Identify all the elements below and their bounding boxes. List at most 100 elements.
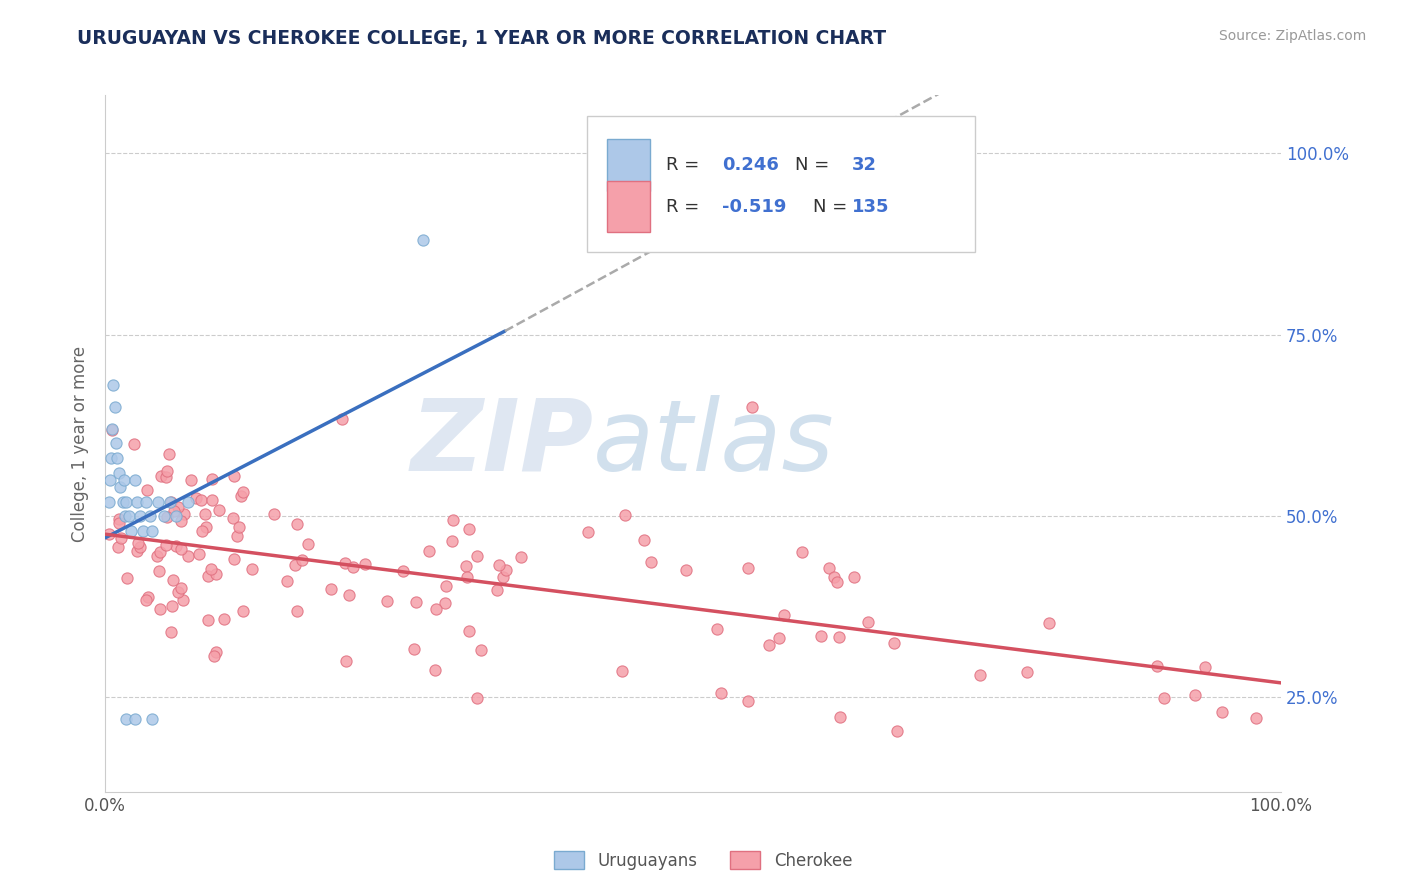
Text: N =: N =: [813, 198, 848, 216]
Point: [377, 594, 399, 608]
Point: [166, 584, 188, 599]
Point: [222, 552, 245, 566]
Point: [335, 556, 357, 570]
Point: [114, 509, 136, 524]
Point: [276, 574, 298, 588]
Point: [441, 513, 464, 527]
Point: [135, 494, 157, 508]
Point: [111, 494, 134, 508]
Point: [737, 560, 759, 574]
Text: URUGUAYAN VS CHEROKEE COLLEGE, 1 YEAR OR MORE CORRELATION CHART: URUGUAYAN VS CHEROKEE COLLEGE, 1 YEAR OR…: [77, 29, 886, 47]
Point: [212, 612, 235, 626]
Point: [148, 564, 170, 578]
Point: [165, 509, 187, 524]
Point: [139, 509, 162, 524]
Point: [112, 473, 135, 487]
Point: [823, 570, 845, 584]
Text: -0.519: -0.519: [723, 198, 787, 216]
Point: [115, 712, 138, 726]
Text: R =: R =: [666, 156, 699, 174]
Point: [150, 468, 173, 483]
Text: N =: N =: [796, 156, 830, 174]
Point: [706, 622, 728, 636]
Point: [125, 544, 148, 558]
Point: [197, 614, 219, 628]
Point: [423, 663, 446, 677]
Point: [222, 469, 245, 483]
Point: [470, 643, 492, 657]
Y-axis label: College, 1 year or more: College, 1 year or more: [72, 345, 89, 541]
Point: [160, 495, 183, 509]
Point: [229, 489, 252, 503]
Point: [166, 500, 188, 514]
Point: [491, 570, 513, 584]
Point: [737, 694, 759, 708]
Point: [354, 557, 377, 571]
Text: 32: 32: [852, 156, 877, 174]
Point: [157, 447, 180, 461]
Point: [335, 654, 357, 668]
Point: [141, 712, 163, 726]
Point: [184, 491, 207, 505]
Point: [285, 516, 308, 531]
Point: [434, 596, 457, 610]
Point: [773, 608, 796, 623]
Point: [495, 563, 517, 577]
Point: [110, 531, 132, 545]
Point: [1146, 659, 1168, 673]
Point: [441, 533, 464, 548]
Point: [100, 450, 122, 465]
Point: [101, 422, 124, 436]
Point: [201, 493, 224, 508]
Point: [135, 593, 157, 607]
Point: [104, 436, 127, 450]
Point: [129, 540, 152, 554]
Point: [1153, 691, 1175, 706]
Point: [162, 574, 184, 588]
Point: [159, 494, 181, 508]
Point: [132, 524, 155, 538]
Point: [160, 599, 183, 613]
Point: [457, 624, 479, 638]
Point: [188, 547, 211, 561]
Point: [856, 615, 879, 629]
Point: [710, 686, 733, 700]
Point: [576, 524, 599, 539]
Point: [124, 473, 146, 487]
Point: [790, 544, 813, 558]
Point: [108, 466, 131, 480]
Text: ZIP: ZIP: [411, 395, 593, 492]
Point: [205, 645, 228, 659]
Point: [828, 630, 851, 644]
Point: [108, 512, 131, 526]
Point: [486, 583, 509, 598]
Point: [768, 631, 790, 645]
Point: [124, 712, 146, 726]
Point: [222, 511, 245, 525]
Point: [176, 549, 198, 563]
FancyBboxPatch shape: [607, 181, 650, 233]
Point: [640, 555, 662, 569]
Point: [1246, 711, 1268, 725]
Point: [197, 569, 219, 583]
Point: [232, 485, 254, 500]
Point: [284, 558, 307, 572]
Point: [120, 524, 142, 538]
Point: [1038, 615, 1060, 630]
Point: [149, 602, 172, 616]
Point: [98, 473, 121, 487]
Legend: Uruguayans, Cherokee: Uruguayans, Cherokee: [547, 845, 859, 877]
Point: [138, 591, 160, 605]
Point: [810, 629, 832, 643]
Point: [208, 503, 231, 517]
Point: [97, 526, 120, 541]
Point: [191, 524, 214, 538]
Point: [402, 642, 425, 657]
Point: [127, 536, 149, 550]
Text: 0.246: 0.246: [723, 156, 779, 174]
Point: [195, 520, 218, 534]
Point: [201, 472, 224, 486]
Point: [146, 494, 169, 508]
Point: [104, 401, 127, 415]
Point: [170, 515, 193, 529]
